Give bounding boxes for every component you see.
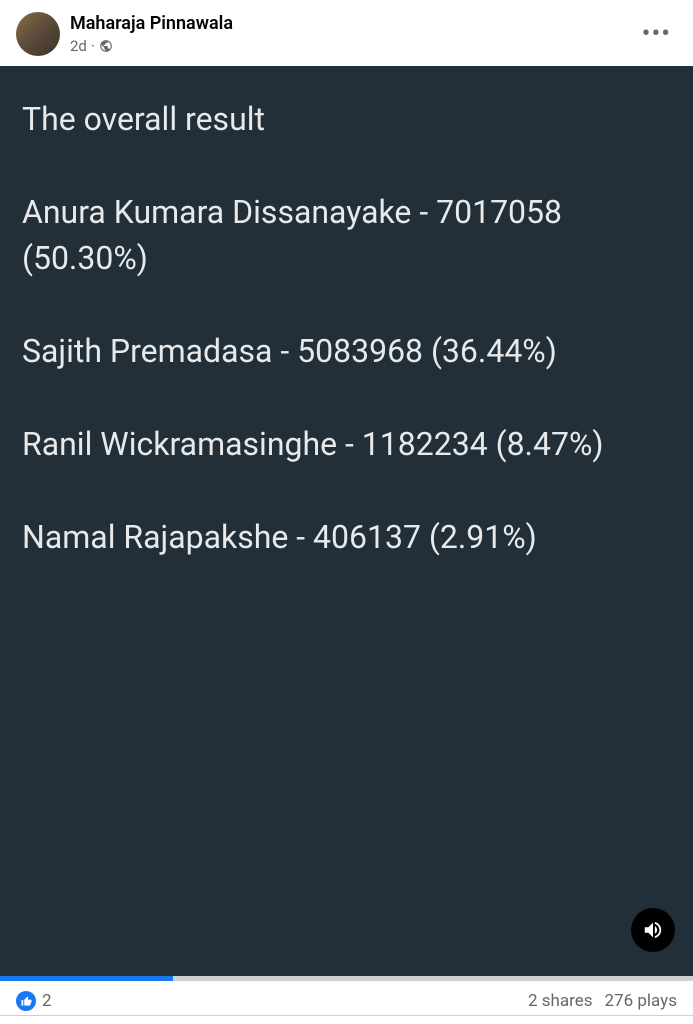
speaker-icon [642, 919, 664, 941]
post-content[interactable]: The overall result Anura Kumara Dissanay… [0, 66, 693, 976]
sound-toggle-button[interactable] [631, 908, 675, 952]
like-count: 2 [42, 991, 52, 1011]
reactions-group[interactable]: 2 [16, 991, 52, 1011]
video-progress-fill [0, 976, 173, 981]
video-progress-bar[interactable] [0, 976, 693, 981]
author-name[interactable]: Maharaja Pinnawala [70, 13, 636, 35]
like-badge [16, 991, 36, 1011]
footer-stats: 2 shares 276 plays [528, 991, 677, 1011]
post-meta: 2d · [70, 37, 636, 55]
shares-count[interactable]: 2 shares [528, 991, 593, 1011]
post-header: Maharaja Pinnawala 2d · ••• [0, 0, 693, 66]
avatar[interactable] [16, 12, 60, 56]
more-options-button[interactable]: ••• [636, 22, 677, 46]
header-text-block: Maharaja Pinnawala 2d · [70, 13, 636, 55]
plays-count: 276 plays [605, 991, 678, 1011]
post-footer: 2 2 shares 276 plays [0, 981, 693, 1016]
meta-separator: · [91, 37, 95, 55]
globe-icon [99, 39, 113, 53]
timestamp[interactable]: 2d [70, 37, 87, 55]
thumb-up-icon [21, 996, 32, 1007]
